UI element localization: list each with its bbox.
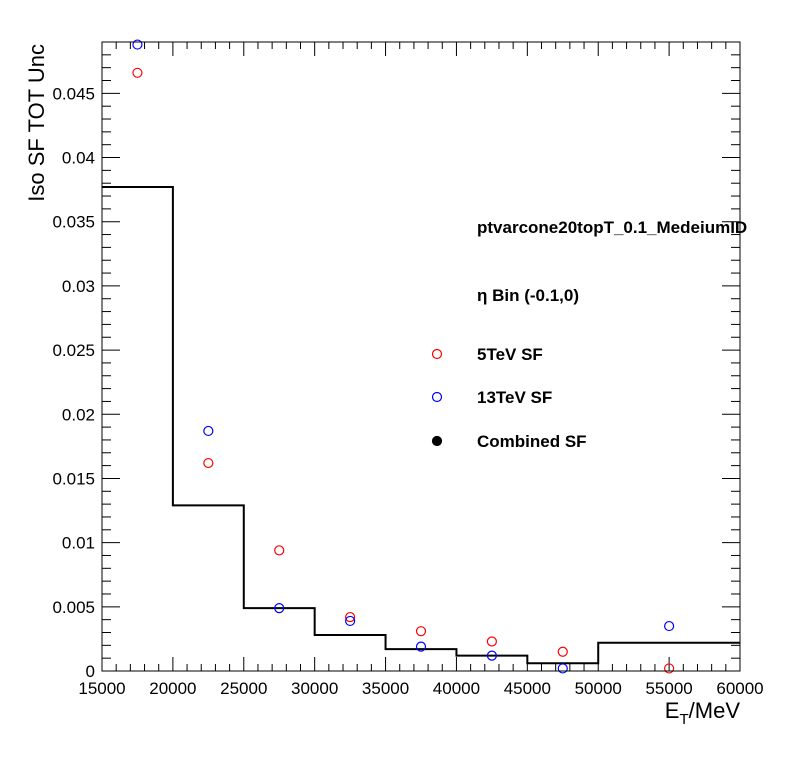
combined-step-histogram xyxy=(102,186,740,665)
y-tick-label: 0 xyxy=(86,662,95,681)
y-tick-label: 0.015 xyxy=(52,469,95,488)
y-tick-label: 0.005 xyxy=(52,598,95,617)
combined-sf-step-line xyxy=(102,186,740,665)
y-tick-label: 0.04 xyxy=(62,149,95,168)
x-tick-label: 55000 xyxy=(645,679,692,698)
x-tick-label: 45000 xyxy=(504,679,551,698)
x-tick-label: 60000 xyxy=(716,679,763,698)
legend-entry-combined: Combined SF xyxy=(431,432,587,451)
y-tick-label: 0.03 xyxy=(62,277,95,296)
x-tick-label: 25000 xyxy=(220,679,267,698)
marker-13tev xyxy=(274,602,285,614)
marker-5tev xyxy=(415,626,427,637)
x-tick-label: 40000 xyxy=(433,679,480,698)
x-axis-title-subscript: T xyxy=(679,711,688,728)
marker-5tev xyxy=(486,636,497,647)
y-axis-title: Iso SF TOT Unc xyxy=(24,44,49,202)
x-tick-label: 15000 xyxy=(78,679,125,698)
x-axis-title-main: E xyxy=(665,698,680,723)
marker-5tev xyxy=(203,457,214,469)
x-axis-title: ET/MeV xyxy=(665,698,741,728)
legend-entry-13tev: 13TeV SF xyxy=(431,388,552,407)
plot-frame xyxy=(101,41,741,672)
legend-label-13tev: 13TeV SF xyxy=(477,388,552,407)
y-tick-labels: 0 0.005 0.01 0.015 0.02 0.025 0.03 0.035 0.04 0.0… xyxy=(52,84,95,681)
x-tick-label: 50000 xyxy=(575,679,622,698)
marker-13tev xyxy=(664,620,675,632)
marker-5tev xyxy=(557,646,568,657)
y-tick-label: 0.01 xyxy=(62,534,95,553)
annotation-selection: ptvarcone20topT_0.1_MedeiumID xyxy=(477,218,747,237)
y-tick-label: 0.045 xyxy=(52,84,95,103)
marker-13tev xyxy=(203,425,214,437)
minor-ticks xyxy=(102,42,740,671)
x-tick-label: 20000 xyxy=(149,679,196,698)
y-tick-label: 0.035 xyxy=(52,213,95,232)
marker-5tev xyxy=(664,663,675,674)
marker-5tev xyxy=(132,67,143,78)
legend-label-combined: Combined SF xyxy=(477,432,587,451)
legend-marker-5tev xyxy=(431,348,443,360)
x-tick-label: 35000 xyxy=(362,679,409,698)
legend-label-5tev: 5TeV SF xyxy=(477,345,543,364)
marker-13tev xyxy=(557,663,568,674)
marker-5tev xyxy=(274,545,285,556)
legend-marker-combined xyxy=(431,435,443,447)
legend-entry-5tev: 5TeV SF xyxy=(431,345,543,364)
x-tick-label: 30000 xyxy=(291,679,338,698)
legend-marker-13tev xyxy=(431,391,443,403)
annotation-eta-bin: η Bin (-0.1,0) xyxy=(477,286,579,305)
marker-5tev xyxy=(345,611,356,623)
marker-13tev xyxy=(132,39,143,50)
legend: 5TeV SF 13TeV SF Combined SF xyxy=(431,345,587,451)
y-tick-label: 0.025 xyxy=(52,341,95,360)
marker-13tev xyxy=(345,615,356,627)
x-tick-labels: 15000 20000 25000 30000 35000 40000 45000 50000… xyxy=(78,679,763,698)
marker-13tev xyxy=(415,641,427,652)
x-axis-title-rest: /MeV xyxy=(689,698,741,723)
marker-13tev xyxy=(486,650,497,661)
data-markers xyxy=(132,39,675,674)
y-tick-label: 0.02 xyxy=(62,405,95,424)
